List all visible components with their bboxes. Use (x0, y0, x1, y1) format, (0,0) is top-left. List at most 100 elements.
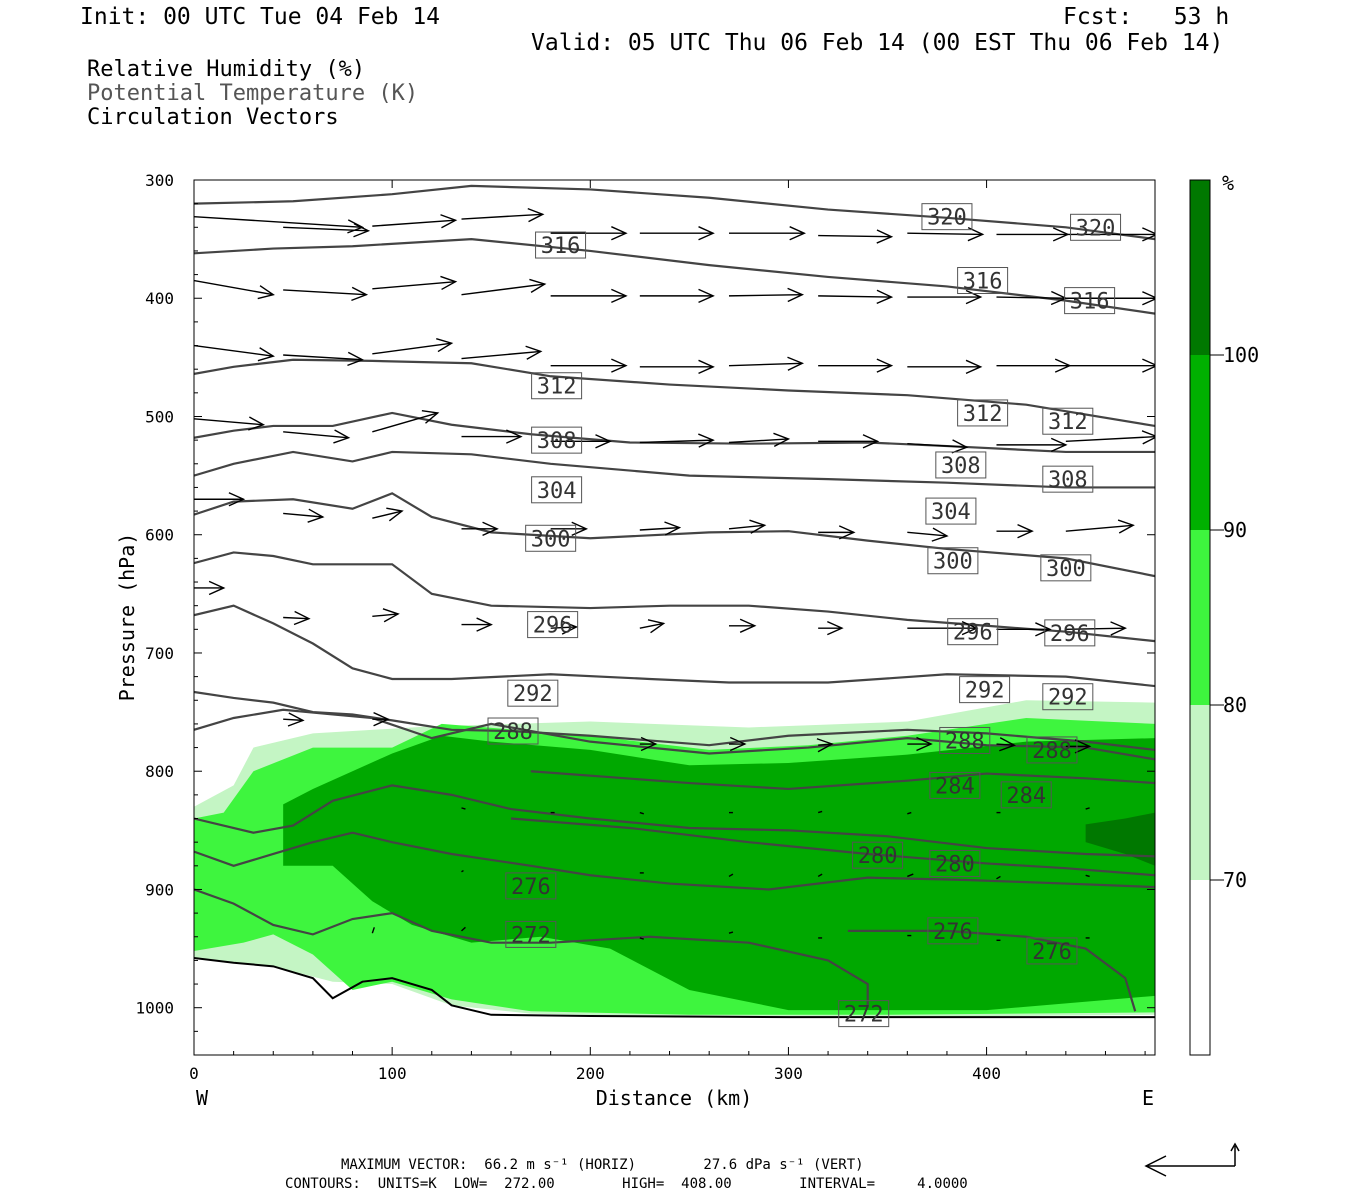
vector-56 (283, 610, 311, 626)
colorbar-label-80: 80 (1223, 693, 1247, 717)
contour-label-292: 292 (513, 682, 553, 707)
contour-label-box-304 (925, 497, 977, 525)
init-time: Init: 00 UTC Tue 04 Feb 14 (80, 4, 441, 30)
contour-label-box-312 (957, 399, 1009, 427)
vector-21 (1065, 291, 1155, 306)
contour-label-box-312 (1042, 407, 1094, 435)
vector-1 (283, 223, 371, 238)
contour-label-272: 272 (844, 1003, 884, 1028)
vector-67 (372, 712, 390, 727)
theta-contour-300 (194, 551, 1155, 643)
vector-86 (907, 873, 914, 878)
vector-70 (816, 738, 834, 753)
theta-contour-320 (194, 238, 1155, 315)
contour-label-308: 308 (1048, 468, 1088, 493)
colorbar-label-90: 90 (1223, 518, 1247, 542)
vector-38 (639, 433, 715, 448)
vector-82 (461, 869, 464, 873)
contour-label-box-292 (507, 679, 559, 707)
vector-27 (639, 359, 715, 374)
vector-52 (907, 527, 949, 542)
contour-label-276: 276 (511, 875, 551, 900)
vector-45 (283, 508, 325, 523)
vector-5 (639, 226, 715, 241)
contour-label-box-288 (1026, 736, 1078, 764)
contour-label-box-292 (1042, 683, 1094, 711)
vector-66 (283, 712, 305, 727)
contour-label-276: 276 (933, 920, 973, 945)
vector-91 (639, 937, 644, 940)
contour-label-box-296 (1044, 619, 1096, 647)
legend-theta: Potential Temperature (K) (87, 81, 419, 106)
colorbar-segment-2 (1190, 530, 1210, 705)
vector-54 (1065, 519, 1135, 534)
contour-label-288: 288 (945, 729, 985, 754)
contour-label-box-320 (921, 203, 973, 231)
vector-35 (372, 410, 440, 433)
contour-label-box-308 (531, 426, 583, 454)
contour-label-box-316 (1064, 287, 1116, 315)
vector-61 (728, 618, 757, 633)
contour-label-box-308 (935, 451, 987, 479)
vector-65 (1065, 621, 1127, 636)
vector-29 (818, 358, 894, 373)
vector-9 (996, 227, 1070, 242)
vector-74 (461, 807, 466, 810)
contour-labels: 272 276 272 276 276 280 280 284 284 288 288 288 292 2… (487, 203, 1122, 1028)
vector-3 (461, 207, 545, 223)
contour-label-box-296 (947, 618, 999, 646)
colorbar-segment-1 (1190, 705, 1210, 880)
vector-73 (1065, 739, 1092, 754)
contour-label-308: 308 (941, 454, 981, 479)
vector-53 (996, 524, 1034, 539)
contour-label-288: 288 (493, 720, 533, 745)
contour-label-280: 280 (935, 852, 975, 877)
y-axis: 300 400 500 600 700 800 900 1000 (135, 171, 1155, 1056)
vector-0 (194, 215, 365, 234)
contour-label-284: 284 (935, 774, 975, 799)
vector-60 (639, 619, 666, 634)
y-tick-label-800: 800 (145, 762, 174, 781)
contour-label-288: 288 (1032, 739, 1072, 764)
theta-contour-296 (194, 604, 1155, 688)
vector-87 (996, 875, 1001, 880)
contour-label-box-312 (531, 372, 583, 400)
vector-41 (907, 439, 969, 454)
vector-14 (461, 278, 547, 296)
max-vector-note: MAXIMUM VECTOR: 66.2 m s⁻¹ (HORIZ) 27.6 … (341, 1157, 864, 1173)
colorbar-unit: % (1222, 171, 1234, 195)
contour-label-312: 312 (537, 375, 577, 400)
vector-62 (818, 620, 844, 636)
vector-33 (194, 416, 266, 431)
x-axis-label: Distance (km) (596, 1086, 753, 1110)
contour-label-box-288 (487, 717, 539, 745)
vector-36 (461, 429, 523, 444)
west-label: W (196, 1086, 209, 1110)
theta-contour-280 (510, 817, 1155, 877)
theta-contour-284 (530, 770, 1155, 791)
vector-58 (461, 617, 493, 632)
y-tick-label-700: 700 (145, 644, 174, 663)
contour-label-box-276 (927, 917, 979, 945)
vector-89 (371, 927, 375, 934)
vector-47 (461, 521, 499, 536)
theta-contour-324 (194, 184, 1155, 241)
colorbar-label-100: 100 (1223, 343, 1259, 367)
vector-10 (1065, 227, 1155, 242)
vector-79 (907, 811, 912, 815)
forecast-hour: Fcst: 53 h (1063, 4, 1230, 30)
rh-band-90-2 (283, 735, 1155, 1011)
vector-63 (907, 620, 979, 636)
contour-label-box-276 (505, 872, 557, 900)
vector-16 (639, 288, 715, 304)
vector-26 (550, 358, 628, 373)
colorbar: 70 80 90 100 (1189, 179, 1259, 1056)
vector-32 (1065, 358, 1155, 373)
vector-69 (728, 736, 747, 752)
contour-label-box-300 (927, 547, 979, 575)
vector-44 (194, 492, 246, 507)
vector-90 (461, 926, 466, 932)
contour-label-308: 308 (537, 429, 577, 454)
contour-label-304: 304 (537, 479, 577, 504)
